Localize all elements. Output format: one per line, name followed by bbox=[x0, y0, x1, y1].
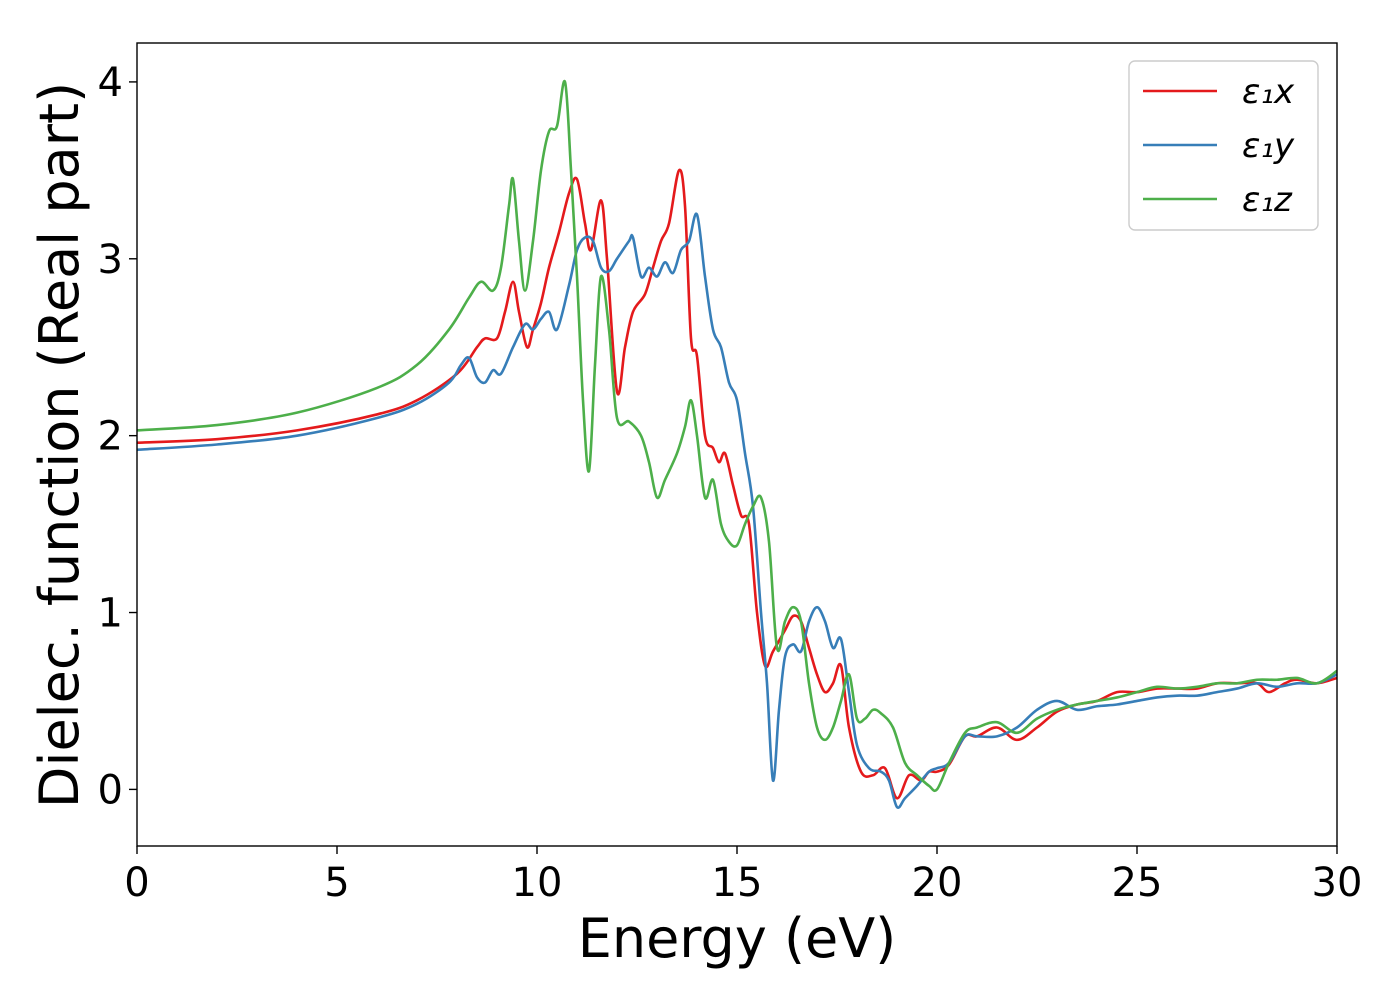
x-tick-label: 10 bbox=[512, 860, 563, 906]
x-tick-label: 25 bbox=[1112, 860, 1163, 906]
x-axis-title: Energy (eV) bbox=[578, 907, 897, 970]
y-tick-label: 2 bbox=[98, 414, 123, 460]
legend-label-2: ε₁y bbox=[1242, 126, 1295, 166]
legend-box bbox=[1128, 60, 1319, 231]
x-tick-label: 0 bbox=[124, 860, 149, 906]
x-axis: 0 5 10 15 20 25 30 bbox=[124, 846, 1362, 906]
x-tick-label: 15 bbox=[712, 860, 763, 906]
series-layer bbox=[137, 80, 1337, 810]
y-tick-label: 1 bbox=[98, 591, 123, 637]
x-tick-label: 30 bbox=[1312, 860, 1363, 906]
y-tick-label: 3 bbox=[98, 237, 123, 283]
legend-label-1: ε₁x bbox=[1242, 72, 1295, 112]
series-line-2 bbox=[137, 212, 1337, 810]
legend-label-3: ε₁z bbox=[1242, 180, 1293, 220]
series-line-3 bbox=[137, 80, 1337, 793]
legend: ε₁x ε₁y ε₁z bbox=[1128, 60, 1319, 231]
y-tick-label: 0 bbox=[98, 767, 123, 813]
x-tick-label: 20 bbox=[912, 860, 963, 906]
x-tick-label: 5 bbox=[324, 860, 349, 906]
y-axis-title: Dielec. function (Real part) bbox=[28, 82, 91, 808]
y-tick-label: 4 bbox=[98, 60, 123, 106]
y-axis: 0 1 2 3 4 bbox=[98, 60, 137, 813]
